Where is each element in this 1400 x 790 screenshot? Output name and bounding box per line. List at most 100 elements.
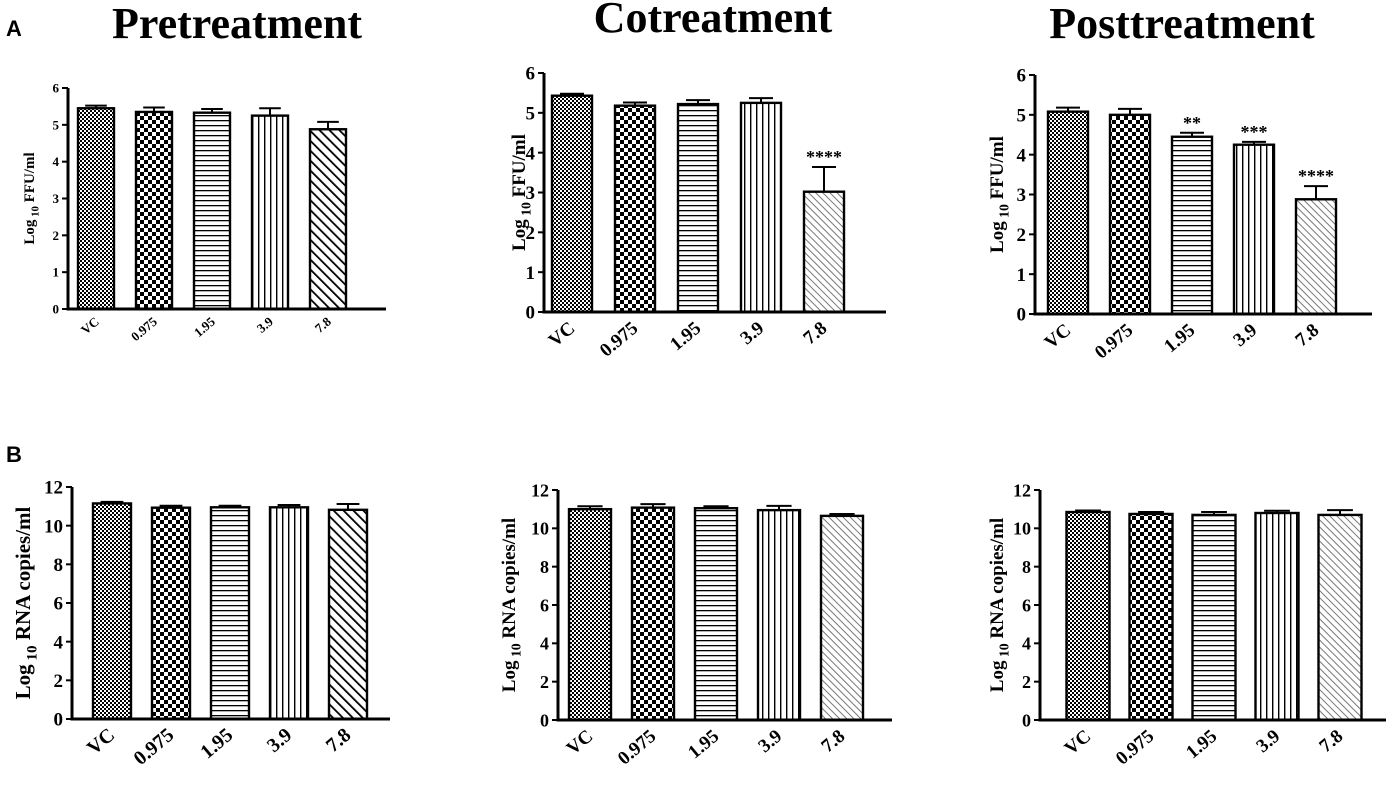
y-tick-label-pre-rna-1: 2 <box>54 671 64 692</box>
x-tick-label-pre-ffu-4: 7.8 <box>312 313 334 335</box>
x-tick-label-pre-ffu-2: 1.95 <box>191 313 218 339</box>
bar-co-rna-0 <box>567 507 613 722</box>
bar-pre-ffu-3 <box>250 114 290 311</box>
y-tick-label-pre-rna-5: 10 <box>44 516 63 537</box>
y-tick-label-co-rna-2: 4 <box>540 634 549 654</box>
bar-post-rna-4 <box>1317 513 1363 722</box>
x-tick-label-co-ffu-4: 7.8 <box>800 318 832 349</box>
bar-pre-ffu-4 <box>308 128 348 311</box>
bar-post-ffu-3 <box>1232 143 1276 316</box>
bar-pre-ffu-2 <box>192 111 232 311</box>
bar-post-rna-3 <box>1254 511 1300 722</box>
y-axis-label-subscript: 10 <box>30 206 42 220</box>
y-tick-label-co-ffu-2: 2 <box>526 223 536 244</box>
x-tick-label-post-rna-2: 1.95 <box>1182 726 1221 763</box>
y-axis-label-main: Log <box>11 664 35 700</box>
bar-post-ffu-1 <box>1108 113 1152 316</box>
bar-co-ffu-0 <box>550 94 594 314</box>
y-tick-label-post-rna-4: 8 <box>1022 557 1031 577</box>
y-tick-label-pre-ffu-1: 1 <box>53 265 60 280</box>
y-tick-label-pre-ffu-0: 0 <box>53 302 60 317</box>
bar-co-ffu-3 <box>739 101 783 314</box>
panel-letter-a: A <box>6 16 22 41</box>
y-tick-label-pre-ffu-3: 3 <box>53 191 60 206</box>
chart-co-ffu: VC 0.975 1.95 3.9 **** 7.8 0 1 2 3 4 5 6 Log 10 FFU/m… <box>509 64 886 361</box>
y-tick-label-co-rna-1: 2 <box>540 672 549 692</box>
y-tick-label-pre-ffu-2: 2 <box>53 228 60 243</box>
y-tick-label-co-ffu-3: 3 <box>526 183 536 204</box>
y-axis-label-unit: FFU/ml <box>22 152 38 206</box>
y-axis-label-co-rna: Log 10 RNA copies/ml <box>499 518 524 692</box>
bar-pre-rna-4 <box>327 508 369 721</box>
y-tick-label-post-ffu-0: 0 <box>1017 305 1027 326</box>
bar-post-ffu-2 <box>1170 135 1214 316</box>
y-tick-label-post-rna-5: 10 <box>1013 519 1031 539</box>
bar-co-ffu-1 <box>613 104 657 314</box>
y-tick-label-post-ffu-4: 4 <box>1017 145 1027 166</box>
x-tick-label-co-ffu-3: 3.9 <box>737 318 769 349</box>
y-axis-label-unit: FFU/ml <box>509 134 530 202</box>
y-axis-label-main: Log <box>499 660 520 692</box>
x-tick-label-pre-rna-0: VC <box>83 724 119 759</box>
significance-post-ffu-3: *** <box>1241 122 1268 142</box>
x-tick-label-post-rna-4: 7.8 <box>1316 726 1348 757</box>
bar-pre-ffu-1 <box>134 110 174 311</box>
x-tick-label-post-ffu-1: 0.975 <box>1091 320 1137 364</box>
y-tick-label-pre-rna-0: 0 <box>54 710 64 731</box>
x-tick-label-co-rna-4: 7.8 <box>818 726 850 757</box>
y-axis-label-main: Log <box>509 219 530 251</box>
y-tick-label-post-rna-0: 0 <box>1022 710 1031 730</box>
y-axis-label-post-ffu: Log 10 FFU/ml <box>987 136 1012 253</box>
x-tick-label-co-rna-3: 3.9 <box>755 726 787 757</box>
y-tick-label-co-ffu-1: 1 <box>526 263 536 284</box>
y-tick-label-post-ffu-3: 3 <box>1017 185 1027 206</box>
y-axis-label-unit: FFU/ml <box>987 136 1008 204</box>
x-tick-label-co-ffu-0: VC <box>545 318 580 352</box>
y-tick-label-pre-rna-6: 12 <box>44 478 63 499</box>
y-tick-label-co-rna-0: 0 <box>540 710 549 730</box>
y-tick-label-co-ffu-5: 5 <box>526 103 536 124</box>
significance-post-ffu-2: ** <box>1183 113 1201 133</box>
y-tick-label-post-ffu-5: 5 <box>1017 105 1027 126</box>
bar-pre-rna-2 <box>209 506 251 721</box>
column-title-cotreatment: Cotreatment <box>594 0 833 42</box>
x-tick-label-pre-rna-4: 7.8 <box>322 724 355 757</box>
x-tick-label-co-rna-2: 1.95 <box>684 726 723 763</box>
column-title-posttreatment: Posttreatment <box>1049 0 1315 48</box>
y-axis-label-subscript: 10 <box>997 204 1012 221</box>
y-tick-label-co-rna-4: 8 <box>540 557 549 577</box>
x-tick-label-post-ffu-3: 3.9 <box>1230 320 1262 351</box>
bar-pre-ffu-0 <box>76 107 116 311</box>
y-tick-label-pre-ffu-4: 4 <box>53 154 60 169</box>
x-tick-label-co-ffu-2: 1.95 <box>666 318 705 355</box>
bar-post-rna-1 <box>1128 512 1174 722</box>
bar-post-ffu-0 <box>1046 110 1090 316</box>
y-axis-label-unit: RNA copies/ml <box>987 518 1008 644</box>
x-tick-label-pre-rna-2: 1.95 <box>196 724 237 763</box>
y-tick-label-pre-rna-3: 6 <box>54 594 64 615</box>
bar-pre-rna-1 <box>150 506 192 721</box>
panel-letter-b: B <box>6 442 22 467</box>
x-tick-label-pre-ffu-3: 3.9 <box>254 313 276 335</box>
y-axis-label-pre-ffu: Log 10 FFU/ml <box>22 152 42 244</box>
chart-co-rna: VC 0.975 1.95 3.9 7.8 0 2 4 6 8 10 12 Log 10 RNA cop… <box>499 480 892 769</box>
y-axis-label-main: Log <box>987 221 1008 253</box>
y-tick-label-co-ffu-6: 6 <box>526 64 536 85</box>
y-axis-label-post-rna: Log 10 RNA copies/ml <box>987 518 1012 692</box>
x-tick-label-post-ffu-0: VC <box>1041 320 1076 354</box>
y-tick-label-co-rna-3: 6 <box>540 595 549 615</box>
x-tick-label-co-rna-1: 0.975 <box>614 726 660 770</box>
bar-co-ffu-2 <box>676 102 720 314</box>
x-tick-label-post-rna-3: 3.9 <box>1253 726 1285 757</box>
y-axis-label-main: Log <box>22 219 38 245</box>
y-axis-label-unit: RNA copies/ml <box>11 506 35 645</box>
y-tick-label-co-rna-5: 10 <box>531 519 549 539</box>
x-tick-label-pre-ffu-0: VC <box>78 314 102 338</box>
bar-co-rna-2 <box>693 507 739 722</box>
y-tick-label-post-rna-6: 12 <box>1013 480 1031 500</box>
x-tick-label-post-ffu-2: 1.95 <box>1160 320 1199 357</box>
